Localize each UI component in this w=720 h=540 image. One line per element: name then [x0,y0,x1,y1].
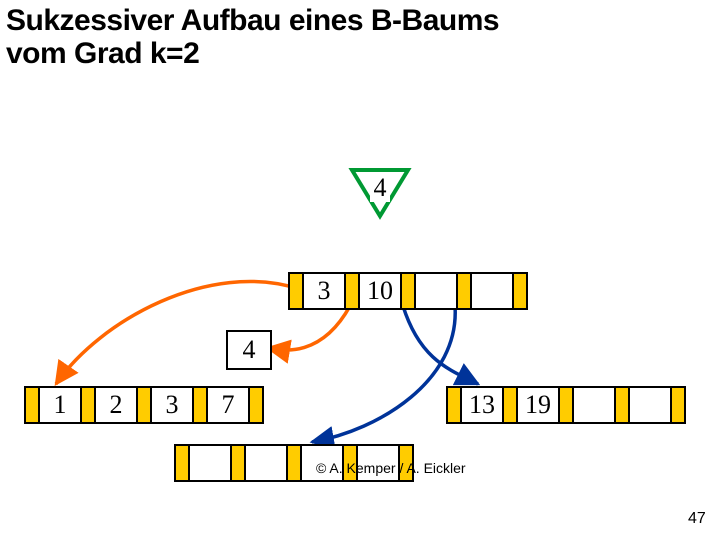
copyright-credit: © A. Kemper / A. Eickler [316,460,466,476]
node-pointer [232,446,246,480]
node-pointer [176,446,190,480]
btree-root-node: 3 10 [288,272,528,310]
btree-leaf-right: 13 19 [446,386,686,424]
node-key [246,446,288,480]
node-pointer [250,388,262,422]
node-pointer [458,274,472,308]
node-pointer [194,388,208,422]
node-key: 7 [208,388,250,422]
node-pointer [288,446,302,480]
node-key: 3 [152,388,194,422]
title-line-1: Sukzessiver Aufbau eines B-Baums [6,4,499,37]
node-pointer [346,274,360,308]
node-pointer [26,388,40,422]
node-pointer [504,388,518,422]
slide-title: Sukzessiver Aufbau eines B-Baums vom Gra… [6,4,499,70]
node-key: 2 [96,388,138,422]
node-pointer [448,388,462,422]
node-pointer [672,388,684,422]
node-pointer [616,388,630,422]
node-key [190,446,232,480]
arrow-navy-2 [312,306,455,442]
page-number: 47 [688,510,706,528]
split-value: 4 [243,335,256,365]
node-key: 3 [304,274,346,308]
node-pointer [514,274,526,308]
node-pointer [290,274,304,308]
node-key: 1 [40,388,82,422]
node-key [416,274,458,308]
node-pointer [82,388,96,422]
node-pointer [402,274,416,308]
node-key [472,274,514,308]
arrow-navy-1 [403,306,478,384]
insert-value: 4 [374,173,387,203]
split-value-box: 4 [226,330,272,370]
node-key [630,388,672,422]
node-key: 13 [462,388,504,422]
node-key: 19 [518,388,560,422]
node-key: 10 [360,274,402,308]
title-line-2: vom Grad k=2 [6,37,199,70]
node-pointer [560,388,574,422]
btree-leaf-left: 1237 [24,386,264,424]
insert-value-box: 4 [370,174,390,202]
node-key [574,388,616,422]
node-pointer [138,388,152,422]
arrow-orange-2 [268,306,350,350]
